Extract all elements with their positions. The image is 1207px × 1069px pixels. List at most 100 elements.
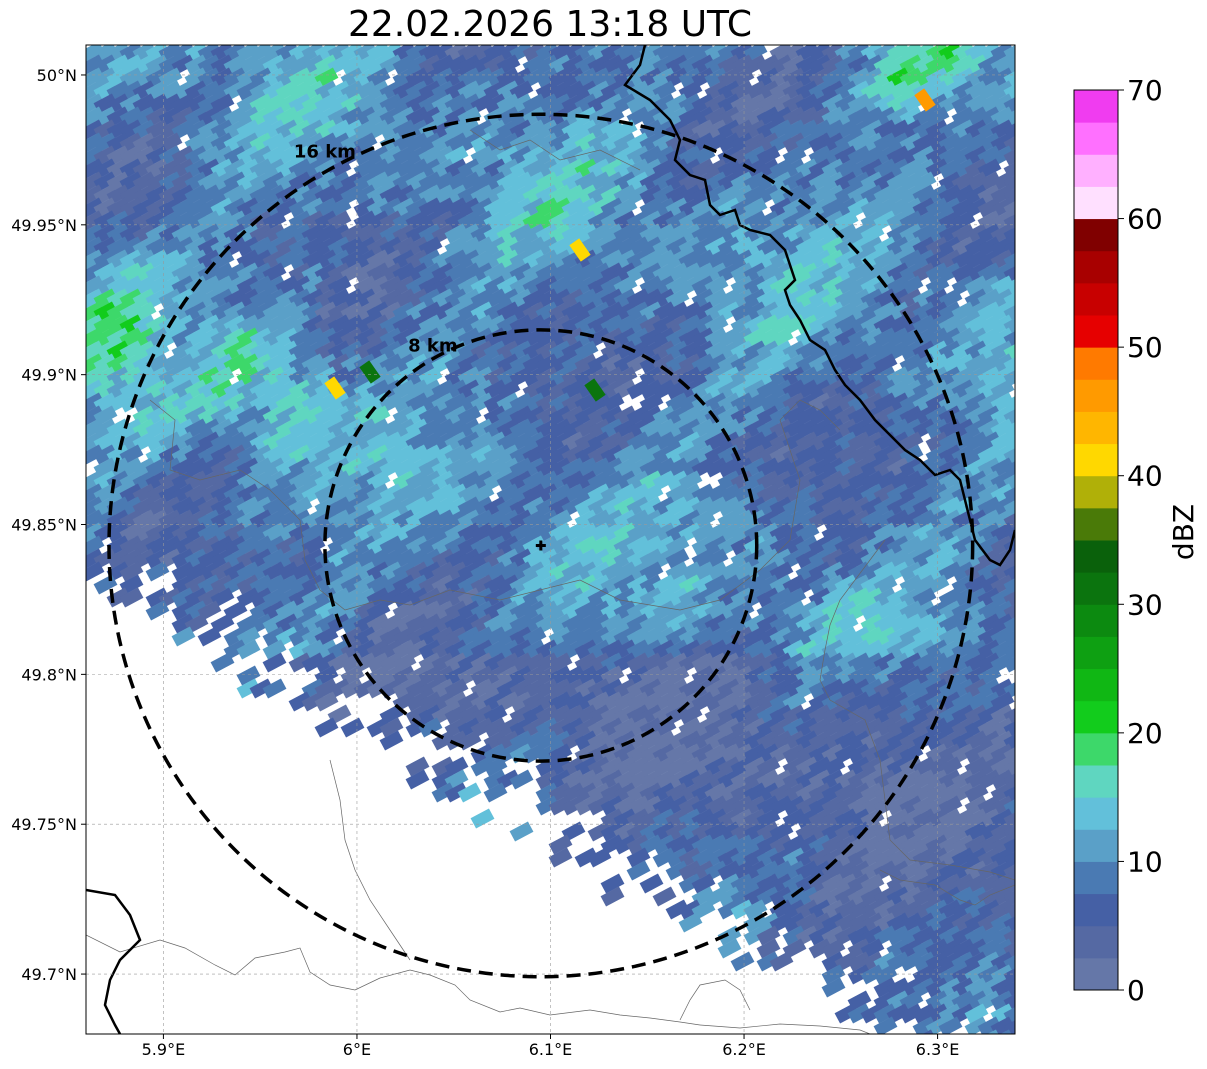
reflectivity-cell [535, 67, 560, 88]
colorbar-segment [1074, 797, 1118, 830]
colorbar-segment [1074, 475, 1118, 509]
map-area[interactable]: 8 km 16 km [81, 41, 1028, 1049]
reflectivity-cell [353, 262, 378, 283]
x-tick-label: 5.9°E [142, 1040, 186, 1059]
reflectivity-cell [717, 132, 742, 153]
y-tick-label: 49.7°N [21, 965, 77, 984]
reflectivity-cell [1003, 145, 1015, 166]
colorbar-segment [1074, 186, 1118, 220]
y-tick-label: 49.95°N [11, 216, 77, 235]
colorbar-tick-label: 10 [1127, 845, 1163, 878]
reflectivity-cell [951, 262, 976, 283]
reflectivity-cell [86, 197, 105, 218]
colorbar-tick-label: 30 [1127, 588, 1163, 621]
reflectivity-cell [483, 93, 508, 114]
colorbar-segment [1074, 668, 1118, 702]
reflectivity-cell [639, 353, 664, 374]
colorbar-tick-label: 0 [1127, 974, 1145, 1007]
reflectivity-cell [626, 379, 651, 400]
reflectivity-cell [353, 197, 378, 218]
reflectivity-cell [860, 197, 885, 218]
colorbar-segment [1074, 700, 1118, 734]
reflectivity-cell [925, 80, 950, 101]
reflectivity-cell [470, 132, 495, 153]
colorbar-tick-label: 40 [1127, 460, 1163, 493]
reflectivity-cell [379, 119, 404, 140]
colorbar-segment [1074, 765, 1118, 798]
colorbar-segment [1074, 893, 1118, 927]
reflectivity-cell [86, 301, 105, 322]
reflectivity-cell [86, 340, 105, 361]
reflectivity-cell [86, 93, 105, 114]
reflectivity-cell [86, 158, 105, 179]
colorbar-segment [1074, 315, 1118, 348]
colorbar-tick-label: 20 [1127, 717, 1163, 750]
reflectivity-cell [158, 288, 183, 309]
reflectivity-cell [236, 236, 261, 257]
reflectivity-cell [353, 184, 378, 205]
range-ring-label: 8 km [408, 335, 458, 356]
reflectivity-cell [977, 197, 1002, 218]
colorbar-segment [1074, 540, 1118, 573]
reflectivity-cell [236, 353, 261, 374]
reflectivity-cell [691, 275, 716, 296]
reflectivity-cell [782, 132, 807, 153]
reflectivity-cell [86, 353, 105, 374]
reflectivity-cell [626, 93, 651, 114]
reflectivity-cell [795, 314, 820, 335]
colorbar-segment [1074, 347, 1118, 380]
y-tick-label: 49.9°N [21, 366, 77, 385]
reflectivity-cell [639, 262, 664, 283]
x-tick-label: 6.3°E [916, 1040, 960, 1059]
reflectivity-cell [925, 262, 950, 283]
reflectivity-cell [86, 106, 105, 127]
y-tick-label: 49.85°N [11, 516, 77, 535]
colorbar-segment [1074, 443, 1118, 477]
reflectivity-cell [86, 223, 105, 244]
x-tick-label: 6°E [343, 1040, 371, 1059]
reflectivity-cell [86, 184, 105, 205]
colorbar-segment [1074, 379, 1118, 412]
colorbar-segment [1074, 604, 1118, 637]
reflectivity-cell [86, 236, 105, 257]
reflectivity-cell [86, 80, 105, 101]
reflectivity-cell [86, 327, 105, 348]
reflectivity-cell [639, 379, 664, 400]
reflectivity-cell [86, 249, 105, 270]
reflectivity-cell [236, 80, 261, 101]
longitude-ticks: 5.9°E 6°E 6.1°E 6.2°E 6.3°E [142, 1034, 960, 1059]
reflectivity-cell [86, 262, 105, 283]
reflectivity-cell [808, 132, 833, 153]
reflectivity-cell [184, 54, 209, 75]
reflectivity-cell [730, 262, 755, 283]
x-tick-label: 6.2°E [722, 1040, 766, 1059]
reflectivity-cell [730, 301, 755, 322]
reflectivity-cell [86, 210, 105, 231]
reflectivity-cell [704, 67, 729, 88]
y-tick-label: 49.8°N [21, 665, 77, 684]
colorbar-segment [1074, 636, 1118, 670]
latitude-ticks: 50°N 49.95°N 49.9°N 49.85°N 49.8°N 49.75°N 49.… [11, 66, 86, 984]
reflectivity-cell [86, 119, 105, 140]
reflectivity-cell [86, 45, 105, 62]
colorbar-segment [1074, 154, 1118, 187]
colorbar-label: dBZ [1167, 504, 1200, 560]
y-tick-label: 49.75°N [11, 815, 77, 834]
reflectivity-cell [444, 353, 469, 374]
reflectivity-cell [444, 223, 469, 244]
reflectivity-field [86, 45, 1015, 1034]
colorbar-segment [1074, 507, 1118, 541]
reflectivity-cell [86, 171, 105, 192]
reflectivity-cell [288, 249, 313, 270]
reflectivity-cell [86, 288, 105, 309]
reflectivity-cell [86, 314, 105, 335]
colorbar-segment [1074, 122, 1118, 155]
reflectivity-cell [938, 158, 963, 179]
reflectivity-cell [392, 54, 417, 75]
reflectivity-cell [340, 54, 365, 75]
colorbar-segment [1074, 732, 1118, 766]
reflectivity-cell [171, 327, 196, 348]
reflectivity-cell [288, 197, 313, 218]
reflectivity-cell [86, 145, 105, 166]
reflectivity-cell [639, 106, 664, 127]
